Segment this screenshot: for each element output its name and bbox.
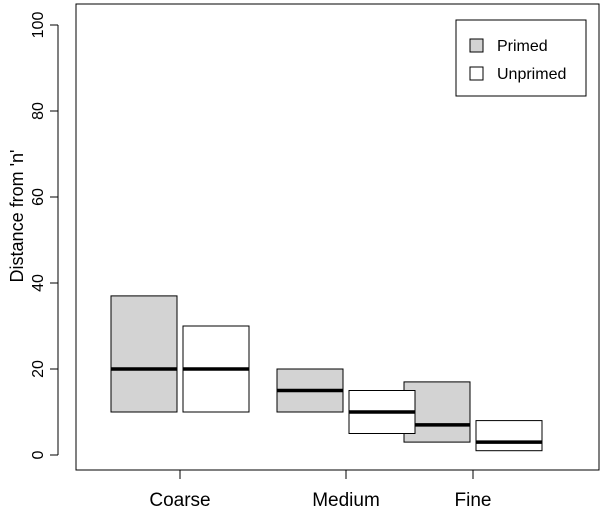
boxes-layer: [110, 295, 543, 452]
y-tick-label-100: 100: [30, 12, 47, 39]
x-tick-label-medium: Medium: [312, 490, 380, 511]
legend-label-primed: Primed: [497, 38, 548, 55]
y-axis-title: Distance from 'n': [7, 150, 27, 283]
y-tick-label-40: 40: [30, 274, 47, 292]
legend-label-unprimed: Unprimed: [497, 66, 566, 83]
box-primed-coarse: [110, 295, 178, 413]
box-unprimed-fine: [475, 420, 543, 452]
y-axis: 0 20 40 60 80 100: [30, 12, 59, 459]
x-axis: Coarse Medium Fine: [149, 470, 491, 511]
x-tick-label-coarse: Coarse: [149, 490, 210, 511]
legend-swatch-primed: [469, 38, 484, 53]
legend: Primed Unprimed: [455, 19, 587, 97]
y-tick-label-0: 0: [30, 450, 47, 459]
y-tick-label-80: 80: [30, 102, 47, 120]
plot-frame: [75, 3, 600, 471]
y-tick-label-20: 20: [30, 360, 47, 378]
x-tick-label-fine: Fine: [455, 490, 492, 511]
legend-box: [455, 19, 587, 97]
y-tick-label-60: 60: [30, 188, 47, 206]
legend-swatch-unprimed: [469, 66, 484, 81]
